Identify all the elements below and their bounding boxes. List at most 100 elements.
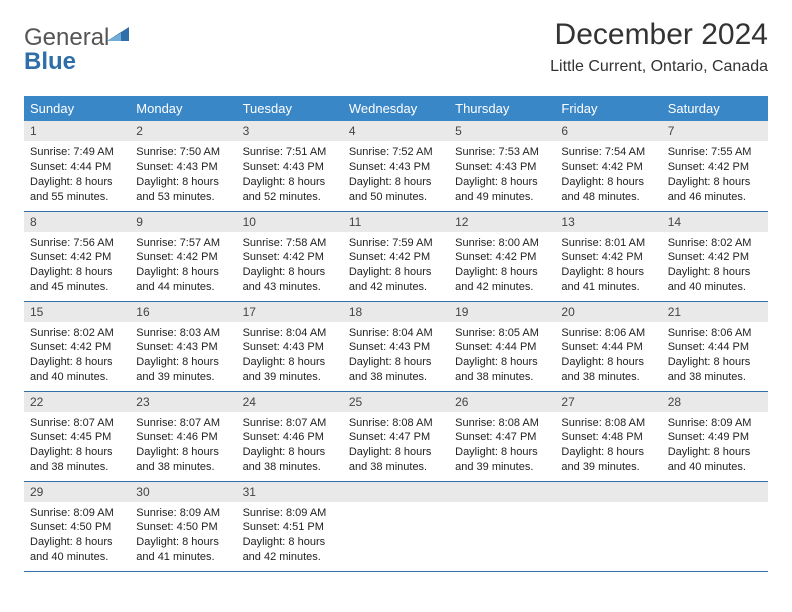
day-number: 23 xyxy=(130,392,236,412)
day-detail: Sunrise: 8:04 AMSunset: 4:43 PMDaylight:… xyxy=(343,322,449,385)
sunset-text: Sunset: 4:47 PM xyxy=(349,430,443,445)
day-detail: Sunrise: 8:07 AMSunset: 4:45 PMDaylight:… xyxy=(24,412,130,475)
sunrise-text: Sunrise: 8:04 AM xyxy=(243,326,337,341)
day-detail: Sunrise: 7:54 AMSunset: 4:42 PMDaylight:… xyxy=(555,141,661,204)
sunrise-text: Sunrise: 8:05 AM xyxy=(455,326,549,341)
sunset-text: Sunset: 4:49 PM xyxy=(668,430,762,445)
calendar-cell: 3Sunrise: 7:51 AMSunset: 4:43 PMDaylight… xyxy=(237,121,343,211)
daylight-text: and 41 minutes. xyxy=(136,550,230,565)
daylight-text: Daylight: 8 hours xyxy=(455,175,549,190)
sunrise-text: Sunrise: 7:55 AM xyxy=(668,145,762,160)
calendar-cell: 20Sunrise: 8:06 AMSunset: 4:44 PMDayligh… xyxy=(555,301,661,391)
empty-day xyxy=(662,482,768,502)
day-detail: Sunrise: 7:50 AMSunset: 4:43 PMDaylight:… xyxy=(130,141,236,204)
day-detail: Sunrise: 7:55 AMSunset: 4:42 PMDaylight:… xyxy=(662,141,768,204)
daylight-text: Daylight: 8 hours xyxy=(243,175,337,190)
day-number: 1 xyxy=(24,121,130,141)
daylight-text: and 46 minutes. xyxy=(668,190,762,205)
day-detail: Sunrise: 7:49 AMSunset: 4:44 PMDaylight:… xyxy=(24,141,130,204)
day-number: 15 xyxy=(24,302,130,322)
sunrise-text: Sunrise: 8:09 AM xyxy=(243,506,337,521)
day-number: 21 xyxy=(662,302,768,322)
day-number: 4 xyxy=(343,121,449,141)
sunrise-text: Sunrise: 7:54 AM xyxy=(561,145,655,160)
daylight-text: Daylight: 8 hours xyxy=(561,265,655,280)
calendar-cell: 26Sunrise: 8:08 AMSunset: 4:47 PMDayligh… xyxy=(449,391,555,481)
day-detail: Sunrise: 8:08 AMSunset: 4:47 PMDaylight:… xyxy=(449,412,555,475)
sunrise-text: Sunrise: 7:50 AM xyxy=(136,145,230,160)
calendar-cell xyxy=(662,481,768,571)
daylight-text: Daylight: 8 hours xyxy=(243,445,337,460)
sunrise-text: Sunrise: 8:00 AM xyxy=(455,236,549,251)
daylight-text: and 40 minutes. xyxy=(30,370,124,385)
daylight-text: and 39 minutes. xyxy=(243,370,337,385)
sunset-text: Sunset: 4:42 PM xyxy=(30,340,124,355)
sunset-text: Sunset: 4:43 PM xyxy=(243,160,337,175)
weekday-header: Wednesday xyxy=(343,96,449,121)
day-detail: Sunrise: 8:01 AMSunset: 4:42 PMDaylight:… xyxy=(555,232,661,295)
day-number: 19 xyxy=(449,302,555,322)
calendar-cell: 1Sunrise: 7:49 AMSunset: 4:44 PMDaylight… xyxy=(24,121,130,211)
sunrise-text: Sunrise: 8:06 AM xyxy=(668,326,762,341)
daylight-text: and 38 minutes. xyxy=(243,460,337,475)
logo-word-general: General xyxy=(24,24,109,51)
sunrise-text: Sunrise: 8:09 AM xyxy=(136,506,230,521)
sunrise-text: Sunrise: 7:53 AM xyxy=(455,145,549,160)
daylight-text: Daylight: 8 hours xyxy=(243,535,337,550)
daylight-text: Daylight: 8 hours xyxy=(349,175,443,190)
day-number: 25 xyxy=(343,392,449,412)
calendar-cell: 17Sunrise: 8:04 AMSunset: 4:43 PMDayligh… xyxy=(237,301,343,391)
daylight-text: and 39 minutes. xyxy=(136,370,230,385)
sunrise-text: Sunrise: 7:52 AM xyxy=(349,145,443,160)
sunset-text: Sunset: 4:44 PM xyxy=(30,160,124,175)
sunset-text: Sunset: 4:43 PM xyxy=(349,340,443,355)
day-detail: Sunrise: 7:59 AMSunset: 4:42 PMDaylight:… xyxy=(343,232,449,295)
sunset-text: Sunset: 4:42 PM xyxy=(561,160,655,175)
daylight-text: Daylight: 8 hours xyxy=(455,445,549,460)
weekday-header: Sunday xyxy=(24,96,130,121)
sunset-text: Sunset: 4:47 PM xyxy=(455,430,549,445)
day-number: 10 xyxy=(237,212,343,232)
calendar-cell: 25Sunrise: 8:08 AMSunset: 4:47 PMDayligh… xyxy=(343,391,449,481)
logo: General Blue xyxy=(24,24,129,74)
page: General Blue December 2024 Little Curren… xyxy=(0,0,792,612)
day-detail: Sunrise: 7:51 AMSunset: 4:43 PMDaylight:… xyxy=(237,141,343,204)
day-number: 13 xyxy=(555,212,661,232)
sunrise-text: Sunrise: 8:09 AM xyxy=(668,416,762,431)
daylight-text: and 38 minutes. xyxy=(30,460,124,475)
daylight-text: and 52 minutes. xyxy=(243,190,337,205)
sunset-text: Sunset: 4:42 PM xyxy=(455,250,549,265)
sunset-text: Sunset: 4:42 PM xyxy=(136,250,230,265)
sunrise-text: Sunrise: 7:49 AM xyxy=(30,145,124,160)
sunset-text: Sunset: 4:42 PM xyxy=(668,250,762,265)
daylight-text: Daylight: 8 hours xyxy=(561,175,655,190)
page-title: December 2024 xyxy=(550,18,768,52)
daylight-text: Daylight: 8 hours xyxy=(30,445,124,460)
daylight-text: Daylight: 8 hours xyxy=(136,265,230,280)
daylight-text: Daylight: 8 hours xyxy=(136,355,230,370)
day-number: 8 xyxy=(24,212,130,232)
sunrise-text: Sunrise: 8:02 AM xyxy=(30,326,124,341)
sunrise-text: Sunrise: 8:06 AM xyxy=(561,326,655,341)
daylight-text: and 40 minutes. xyxy=(668,280,762,295)
daylight-text: Daylight: 8 hours xyxy=(668,355,762,370)
sunset-text: Sunset: 4:42 PM xyxy=(349,250,443,265)
sunset-text: Sunset: 4:42 PM xyxy=(243,250,337,265)
day-number: 12 xyxy=(449,212,555,232)
sunset-text: Sunset: 4:44 PM xyxy=(561,340,655,355)
day-number: 31 xyxy=(237,482,343,502)
day-detail: Sunrise: 7:56 AMSunset: 4:42 PMDaylight:… xyxy=(24,232,130,295)
daylight-text: and 42 minutes. xyxy=(349,280,443,295)
day-detail: Sunrise: 8:09 AMSunset: 4:50 PMDaylight:… xyxy=(24,502,130,565)
daylight-text: Daylight: 8 hours xyxy=(136,535,230,550)
daylight-text: and 49 minutes. xyxy=(455,190,549,205)
daylight-text: and 55 minutes. xyxy=(30,190,124,205)
day-detail: Sunrise: 8:07 AMSunset: 4:46 PMDaylight:… xyxy=(130,412,236,475)
day-detail: Sunrise: 8:06 AMSunset: 4:44 PMDaylight:… xyxy=(555,322,661,385)
calendar-cell: 23Sunrise: 8:07 AMSunset: 4:46 PMDayligh… xyxy=(130,391,236,481)
title-block: December 2024 Little Current, Ontario, C… xyxy=(550,18,768,76)
daylight-text: and 38 minutes. xyxy=(136,460,230,475)
day-number: 14 xyxy=(662,212,768,232)
calendar-cell: 8Sunrise: 7:56 AMSunset: 4:42 PMDaylight… xyxy=(24,211,130,301)
sunrise-text: Sunrise: 8:08 AM xyxy=(349,416,443,431)
